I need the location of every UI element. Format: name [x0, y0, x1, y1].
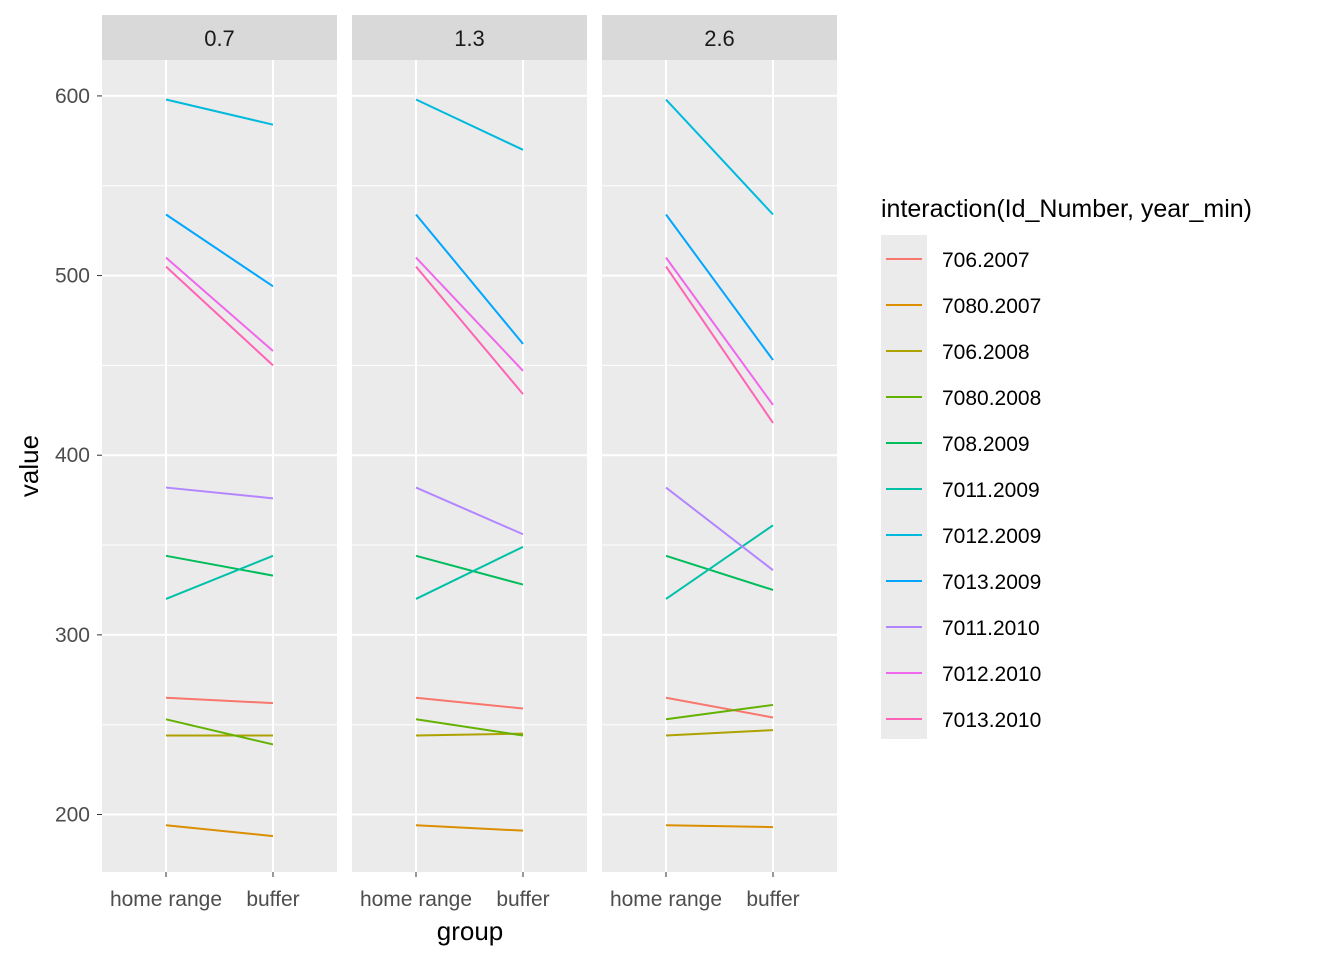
series-line-7012.2010	[415, 256, 524, 372]
legend-key-background	[881, 235, 927, 739]
series-line-7012.2010	[165, 256, 274, 352]
series-line-7080.2008	[665, 703, 774, 721]
series-line-706.2008	[415, 732, 524, 737]
series-line-7013.2010	[415, 265, 524, 395]
series-line-7011.2009	[165, 554, 274, 600]
series-line-7012.2009	[165, 98, 274, 126]
facet-strip-label: 0.7	[204, 26, 235, 51]
series-line-7012.2010	[665, 257, 774, 406]
legend-label: 7013.2010	[942, 709, 1041, 732]
x-tick-label: buffer	[496, 888, 549, 911]
series-line-7080.2008	[165, 718, 274, 746]
legend-label: 7011.2010	[942, 617, 1040, 640]
legend-label: 706.2008	[942, 341, 1030, 364]
y-tick-label: 300	[55, 624, 90, 647]
series-line-7080.2008	[415, 718, 524, 737]
y-axis-title: value	[14, 435, 44, 497]
legend-label: 706.2007	[942, 249, 1030, 272]
series-line-706.2008	[665, 729, 774, 737]
facet-strip	[352, 15, 587, 60]
series-line-7011.2010	[665, 486, 774, 571]
series-line-708.2009	[415, 554, 524, 586]
x-tick-label: home range	[110, 888, 222, 911]
series-line-7011.2010	[415, 486, 524, 536]
legend-label: 708.2009	[942, 433, 1030, 456]
series-line-706.2007	[415, 696, 524, 710]
x-tick-label: home range	[360, 888, 472, 911]
y-tick-label: 600	[55, 85, 90, 108]
x-tick-label: home range	[610, 888, 722, 911]
facet-strip	[602, 15, 837, 60]
series-line-706.2007	[665, 696, 774, 719]
x-tick-label: buffer	[746, 888, 799, 911]
series-line-706.2007	[165, 696, 274, 705]
legend-label: 7013.2009	[942, 571, 1041, 594]
series-line-7012.2009	[665, 98, 774, 216]
panel-background	[352, 60, 587, 872]
series-line-7080.2007	[665, 824, 774, 829]
series-line-7011.2009	[665, 524, 774, 600]
y-tick-label: 500	[55, 265, 90, 288]
y-tick-label: 400	[55, 444, 90, 467]
series-line-708.2009	[665, 554, 774, 591]
x-axis-title: group	[437, 916, 504, 946]
series-line-708.2009	[165, 554, 274, 577]
series-line-7080.2007	[165, 824, 274, 838]
facet-strip-label: 2.6	[704, 26, 735, 51]
x-tick-label: buffer	[246, 888, 299, 911]
series-line-7013.2009	[415, 213, 524, 345]
series-line-7013.2009	[665, 213, 774, 361]
series-line-7012.2009	[415, 98, 524, 151]
facet-strip-label: 1.3	[454, 26, 485, 51]
series-line-7080.2007	[415, 824, 524, 832]
series-line-7011.2010	[165, 486, 274, 500]
series-line-7013.2010	[665, 266, 774, 424]
series-line-7011.2009	[415, 545, 524, 600]
legend-title: interaction(Id_Number, year_min)	[881, 195, 1252, 223]
y-tick-label: 200	[55, 804, 90, 827]
legend-label: 7080.2008	[942, 387, 1041, 410]
legend-label: 7012.2010	[942, 663, 1041, 686]
panel-background	[602, 60, 837, 872]
series-line-7013.2010	[165, 265, 274, 367]
legend-label: 7011.2009	[942, 479, 1040, 502]
facet-strip	[102, 15, 337, 60]
panel-background	[102, 60, 337, 872]
legend-label: 7012.2009	[942, 525, 1041, 548]
series-line-7013.2009	[165, 213, 274, 288]
legend-label: 7080.2007	[942, 295, 1041, 318]
